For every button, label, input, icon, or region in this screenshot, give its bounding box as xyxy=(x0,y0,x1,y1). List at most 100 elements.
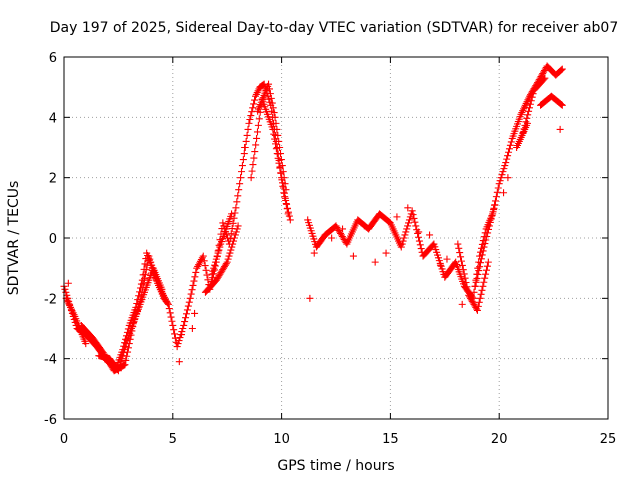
data-point xyxy=(480,243,488,251)
data-point xyxy=(166,309,174,317)
y-tick-label: 2 xyxy=(49,172,57,187)
data-point xyxy=(226,249,234,257)
data-point xyxy=(189,281,197,289)
data-point xyxy=(540,67,548,75)
data-point xyxy=(465,291,473,299)
data-point xyxy=(180,321,188,329)
data-point xyxy=(524,111,532,119)
data-point xyxy=(399,237,407,245)
data-point xyxy=(150,267,158,275)
data-point xyxy=(540,68,548,76)
data-point xyxy=(274,154,282,162)
data-point xyxy=(199,252,207,260)
data-point xyxy=(237,174,245,182)
data-point xyxy=(168,317,176,325)
data-point xyxy=(222,260,230,268)
data-point xyxy=(245,119,253,127)
data-point xyxy=(148,261,156,269)
data-point xyxy=(520,125,528,133)
data-point xyxy=(502,159,510,167)
data-point xyxy=(521,121,529,129)
data-point xyxy=(125,340,133,348)
data-point xyxy=(181,318,189,326)
data-point xyxy=(146,255,154,263)
data-point xyxy=(412,222,420,230)
data-point xyxy=(558,101,566,109)
data-point xyxy=(455,244,463,252)
data-point xyxy=(241,144,249,151)
data-point xyxy=(436,261,444,269)
data-point xyxy=(136,297,144,305)
data-point xyxy=(466,293,474,301)
data-point xyxy=(500,165,508,173)
data-point xyxy=(497,174,505,182)
data-point xyxy=(489,208,497,216)
data-point xyxy=(339,225,347,233)
data-point xyxy=(484,258,492,266)
y-tick-label: 6 xyxy=(49,51,57,66)
data-point xyxy=(187,290,195,298)
y-tick-label: -6 xyxy=(44,413,57,428)
data-point xyxy=(459,266,467,274)
data-point xyxy=(393,213,401,221)
data-point xyxy=(212,255,220,263)
data-point xyxy=(242,137,250,145)
data-point xyxy=(171,330,179,338)
data-point xyxy=(132,309,140,317)
data-point xyxy=(414,229,422,237)
data-point xyxy=(200,257,208,265)
data-point xyxy=(139,284,147,292)
data-point xyxy=(404,204,412,212)
data-point xyxy=(271,113,279,121)
data-point xyxy=(460,270,468,278)
data-point xyxy=(281,180,289,188)
data-point xyxy=(540,75,548,83)
data-point xyxy=(268,99,276,107)
data-point xyxy=(255,115,263,123)
data-point xyxy=(235,186,243,194)
data-point xyxy=(486,218,494,226)
x-tick-label: 25 xyxy=(600,432,617,447)
data-point xyxy=(557,101,565,109)
data-point xyxy=(400,234,408,242)
data-point xyxy=(490,204,498,212)
data-point xyxy=(150,270,158,278)
data-point xyxy=(504,152,512,160)
data-point xyxy=(473,274,481,282)
data-point xyxy=(270,109,278,117)
data-point xyxy=(237,168,245,176)
data-point xyxy=(272,119,280,127)
data-point xyxy=(498,171,506,179)
data-point xyxy=(62,288,70,296)
data-point xyxy=(477,255,485,263)
data-point xyxy=(417,245,425,253)
data-point xyxy=(249,104,257,112)
data-point xyxy=(479,282,487,290)
data-point xyxy=(280,174,288,182)
data-point xyxy=(247,112,255,120)
data-point xyxy=(456,249,464,257)
data-point xyxy=(416,241,424,249)
data-point xyxy=(227,246,235,254)
data-point xyxy=(228,210,236,218)
data-point xyxy=(476,294,484,302)
data-point xyxy=(270,130,278,138)
data-point xyxy=(246,115,254,123)
data-point xyxy=(404,222,412,230)
data-point xyxy=(225,252,233,260)
data-point xyxy=(174,340,182,348)
data-point xyxy=(557,66,565,74)
data-point xyxy=(443,255,451,263)
data-point xyxy=(184,302,192,310)
data-point xyxy=(525,107,533,115)
data-point xyxy=(472,278,480,286)
data-point xyxy=(119,352,127,360)
data-point xyxy=(266,90,274,98)
data-point xyxy=(504,174,512,182)
plot-frame xyxy=(63,56,609,420)
data-point xyxy=(249,161,257,169)
data-point xyxy=(463,283,471,291)
data-point xyxy=(265,85,273,93)
data-point xyxy=(462,278,470,286)
data-point xyxy=(482,270,490,278)
